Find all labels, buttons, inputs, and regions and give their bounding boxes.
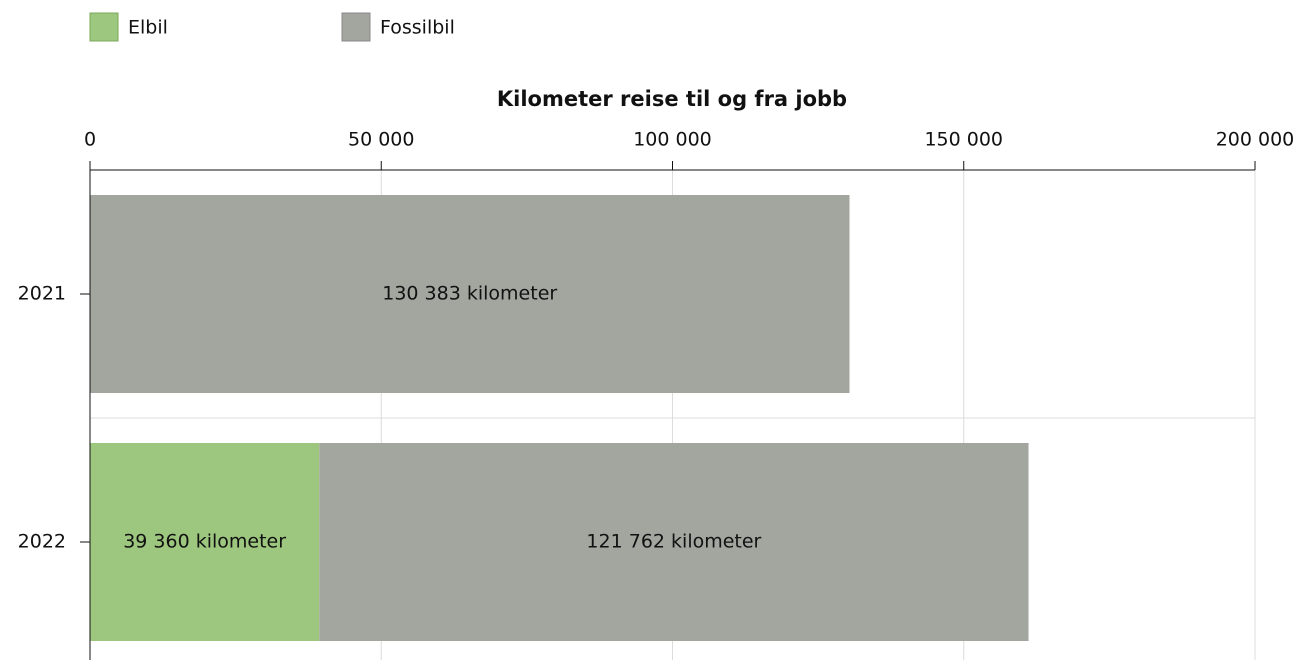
- x-tick-label: 0: [84, 129, 96, 151]
- legend-label: Fossilbil: [380, 17, 455, 39]
- x-tick-label: 150 000: [924, 129, 1003, 151]
- x-tick-label: 100 000: [633, 129, 712, 151]
- chart-title: Kilometer reise til og fra jobb: [497, 87, 847, 111]
- x-tick-label: 50 000: [348, 129, 414, 151]
- legend-swatch: [89, 12, 119, 42]
- data-label: 39 360 kilometer: [123, 531, 286, 553]
- data-label: 130 383 kilometer: [382, 283, 557, 305]
- bar: [319, 443, 1029, 641]
- data-label: 121 762 kilometer: [586, 531, 761, 553]
- y-tick-label: 2022: [18, 531, 66, 553]
- legend-swatch: [341, 12, 371, 42]
- y-tick-label: 2021: [18, 283, 66, 305]
- bar: [90, 443, 320, 641]
- bar: [90, 195, 850, 393]
- x-tick-label: 200 000: [1216, 129, 1295, 151]
- legend-label: Elbil: [128, 17, 168, 39]
